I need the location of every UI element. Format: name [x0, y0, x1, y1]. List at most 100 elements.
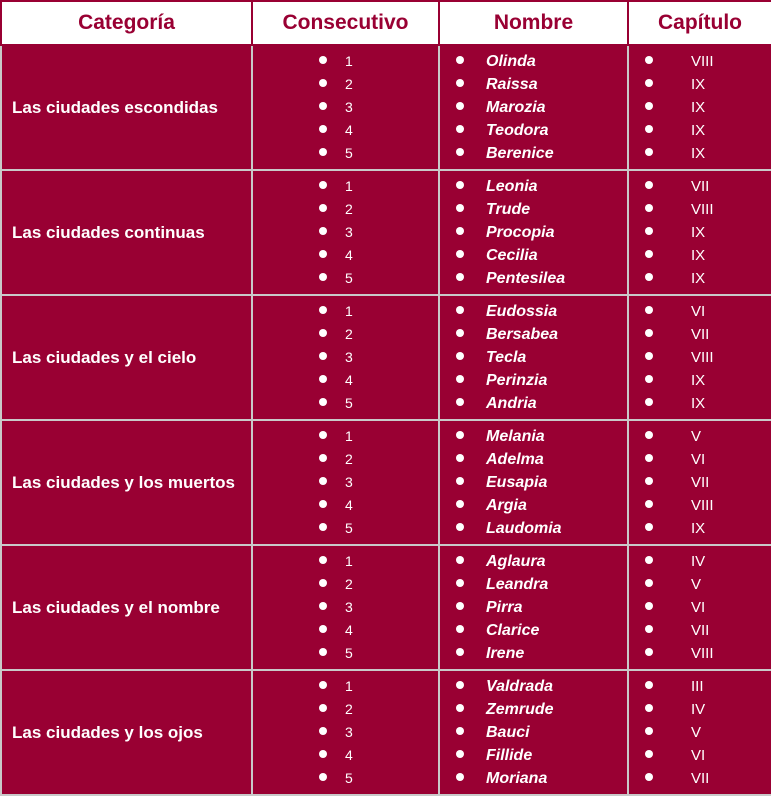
- bullet-icon: [319, 648, 327, 657]
- bullet-icon: [645, 227, 653, 236]
- list-item-text: IX: [691, 520, 706, 537]
- list-item: Pirra: [440, 596, 627, 619]
- list-item-text: 4: [345, 247, 353, 263]
- bullet-icon: [456, 579, 464, 588]
- list-item-text: Bersabea: [486, 326, 559, 343]
- list-item: Bersabea: [440, 323, 627, 346]
- list-item-text: Clarice: [486, 622, 540, 639]
- bullet-icon: [645, 375, 653, 384]
- list-item: VIII: [629, 198, 771, 221]
- list-item: 4: [253, 744, 438, 767]
- list-item: 2: [253, 323, 438, 346]
- list-item: VII: [629, 767, 771, 790]
- bullet-icon: [456, 227, 464, 236]
- bullet-icon: [456, 181, 464, 190]
- bullet-icon: [456, 56, 464, 65]
- bullet-icon: [456, 250, 464, 259]
- list-item-text: 5: [345, 520, 353, 536]
- bullet-icon: [456, 375, 464, 384]
- list-item: Berenice: [440, 142, 627, 165]
- bullet-list: Eudossia Bersabea Tecla Perinzia Andria: [440, 300, 627, 415]
- bullet-icon: [645, 750, 653, 759]
- nombre-cell: Aglaura Leandra Pirra Clarice Irene: [438, 544, 629, 671]
- bullet-icon: [319, 602, 327, 611]
- list-item: Aglaura: [440, 550, 627, 573]
- list-item-text: 4: [345, 122, 353, 138]
- bullet-icon: [645, 500, 653, 509]
- bullet-icon: [645, 773, 653, 782]
- bullet-icon: [319, 148, 327, 157]
- list-item-text: 2: [345, 201, 353, 217]
- list-item-text: VII: [691, 770, 710, 787]
- list-item: 1: [253, 300, 438, 323]
- table-row: Las ciudades escondidas 1 2 3 4 5 Olinda Raissa…: [0, 44, 771, 171]
- list-item: VII: [629, 323, 771, 346]
- bullet-list: 1 2 3 4 5: [253, 300, 438, 415]
- list-item: 3: [253, 96, 438, 119]
- list-item-text: Olinda: [486, 53, 536, 70]
- list-item: V: [629, 425, 771, 448]
- list-item-text: VIII: [691, 497, 714, 514]
- category-cell: Las ciudades continuas: [0, 169, 253, 296]
- bullet-icon: [456, 79, 464, 88]
- list-item-text: Valdrada: [486, 678, 553, 695]
- bullet-icon: [645, 250, 653, 259]
- list-item-text: VIII: [691, 53, 714, 70]
- consecutivo-cell: 1 2 3 4 5: [251, 44, 440, 171]
- bullet-icon: [319, 227, 327, 236]
- list-item: VIII: [629, 642, 771, 665]
- nombre-cell: Leonia Trude Procopia Cecilia Pentesilea: [438, 169, 629, 296]
- list-item: 1: [253, 50, 438, 73]
- bullet-icon: [645, 352, 653, 361]
- bullet-icon: [456, 204, 464, 213]
- list-item-text: 4: [345, 497, 353, 513]
- list-item: Irene: [440, 642, 627, 665]
- header-categoria: Categoría: [0, 0, 253, 46]
- list-item-text: VII: [691, 474, 710, 491]
- bullet-icon: [645, 148, 653, 157]
- bullet-icon: [456, 477, 464, 486]
- header-consecutivo: Consecutivo: [251, 0, 440, 46]
- list-item-text: VI: [691, 747, 706, 764]
- list-item-text: Tecla: [486, 349, 527, 366]
- list-item: Marozia: [440, 96, 627, 119]
- list-item-text: Perinzia: [486, 372, 548, 389]
- bullet-list: III IV V VI VII: [629, 675, 771, 790]
- bullet-icon: [319, 579, 327, 588]
- list-item-text: 5: [345, 145, 353, 161]
- bullet-list: 1 2 3 4 5: [253, 175, 438, 290]
- list-item: Teodora: [440, 119, 627, 142]
- list-item: Argia: [440, 494, 627, 517]
- list-item: 3: [253, 471, 438, 494]
- list-item-text: 3: [345, 224, 353, 240]
- bullet-icon: [456, 125, 464, 134]
- list-item-text: IX: [691, 372, 706, 389]
- list-item: Eusapia: [440, 471, 627, 494]
- bullet-icon: [456, 273, 464, 282]
- bullet-icon: [456, 329, 464, 338]
- bullet-icon: [645, 579, 653, 588]
- list-item: 5: [253, 392, 438, 415]
- list-item-text: VII: [691, 178, 710, 195]
- list-item-text: 2: [345, 451, 353, 467]
- list-item-text: Melania: [486, 428, 545, 445]
- bullet-list: Valdrada Zemrude Bauci Fillide Moriana: [440, 675, 627, 790]
- bullet-icon: [645, 681, 653, 690]
- list-item-text: Trude: [486, 201, 531, 218]
- list-item-text: 1: [345, 303, 353, 319]
- list-item-text: 5: [345, 395, 353, 411]
- bullet-icon: [319, 398, 327, 407]
- list-item: 1: [253, 425, 438, 448]
- bullet-icon: [456, 500, 464, 509]
- list-item: 4: [253, 619, 438, 642]
- list-item-text: IV: [691, 701, 706, 718]
- list-item-text: Andria: [486, 395, 537, 412]
- bullet-icon: [456, 454, 464, 463]
- category-cell: Las ciudades y los ojos: [0, 669, 253, 796]
- header-row: Categoría Consecutivo Nombre Capítulo: [0, 0, 771, 46]
- list-item-text: V: [691, 576, 702, 593]
- list-item: 2: [253, 73, 438, 96]
- list-item: 2: [253, 198, 438, 221]
- list-item: Procopia: [440, 221, 627, 244]
- list-item: Andria: [440, 392, 627, 415]
